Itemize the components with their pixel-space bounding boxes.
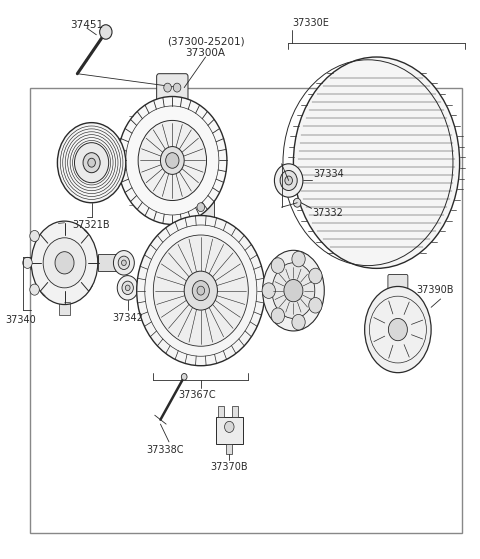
- Circle shape: [74, 143, 108, 183]
- Circle shape: [173, 83, 181, 92]
- Ellipse shape: [272, 263, 315, 319]
- Circle shape: [88, 158, 96, 167]
- Circle shape: [197, 203, 204, 212]
- Circle shape: [160, 146, 184, 174]
- Circle shape: [166, 153, 179, 168]
- Circle shape: [30, 230, 39, 241]
- Text: 37342: 37342: [112, 314, 143, 324]
- Text: 37334: 37334: [313, 169, 344, 179]
- Circle shape: [125, 285, 130, 291]
- Circle shape: [271, 258, 285, 273]
- Text: 37451: 37451: [70, 20, 103, 30]
- Circle shape: [292, 252, 305, 267]
- Text: 37332: 37332: [312, 208, 343, 218]
- Bar: [227, 444, 232, 453]
- FancyBboxPatch shape: [388, 274, 408, 291]
- Text: 37367C: 37367C: [178, 390, 216, 400]
- Circle shape: [83, 153, 100, 173]
- Circle shape: [262, 283, 276, 299]
- Circle shape: [153, 235, 248, 346]
- Circle shape: [43, 238, 86, 288]
- Circle shape: [271, 308, 285, 324]
- FancyBboxPatch shape: [187, 196, 215, 219]
- Circle shape: [30, 284, 39, 295]
- Text: 37340: 37340: [5, 315, 36, 325]
- Circle shape: [122, 281, 133, 295]
- Ellipse shape: [263, 250, 324, 331]
- Bar: [98, 254, 117, 271]
- Circle shape: [293, 198, 301, 207]
- Ellipse shape: [31, 221, 98, 305]
- Circle shape: [58, 122, 126, 203]
- Circle shape: [292, 314, 305, 330]
- Circle shape: [137, 216, 265, 366]
- Circle shape: [23, 257, 32, 268]
- Circle shape: [197, 286, 204, 295]
- Circle shape: [309, 297, 322, 313]
- Circle shape: [113, 250, 134, 275]
- Text: 37330E: 37330E: [292, 18, 329, 28]
- Circle shape: [192, 281, 209, 301]
- Circle shape: [100, 25, 112, 39]
- Circle shape: [184, 271, 217, 310]
- Bar: [232, 406, 238, 417]
- Bar: [30, 88, 462, 533]
- Bar: [59, 302, 70, 315]
- Bar: [218, 406, 224, 417]
- Circle shape: [285, 176, 292, 185]
- Ellipse shape: [365, 286, 431, 373]
- FancyBboxPatch shape: [156, 74, 188, 103]
- Circle shape: [280, 170, 297, 191]
- Text: 37338C: 37338C: [146, 446, 184, 455]
- Ellipse shape: [293, 57, 460, 268]
- Circle shape: [181, 373, 187, 380]
- Text: (37300-25201): (37300-25201): [167, 37, 244, 47]
- Circle shape: [138, 120, 206, 201]
- Circle shape: [309, 268, 322, 284]
- Text: 37370B: 37370B: [211, 462, 248, 472]
- Circle shape: [55, 252, 74, 274]
- Text: 37300A: 37300A: [186, 48, 226, 58]
- Circle shape: [388, 319, 408, 340]
- Circle shape: [118, 256, 130, 269]
- Circle shape: [117, 276, 138, 300]
- Circle shape: [225, 421, 234, 433]
- Circle shape: [284, 280, 303, 302]
- Bar: [216, 417, 242, 444]
- Circle shape: [164, 83, 171, 92]
- Text: 37321B: 37321B: [73, 220, 110, 230]
- Circle shape: [118, 97, 227, 224]
- Circle shape: [275, 164, 303, 197]
- Text: 37390B: 37390B: [416, 285, 454, 295]
- Circle shape: [121, 260, 126, 266]
